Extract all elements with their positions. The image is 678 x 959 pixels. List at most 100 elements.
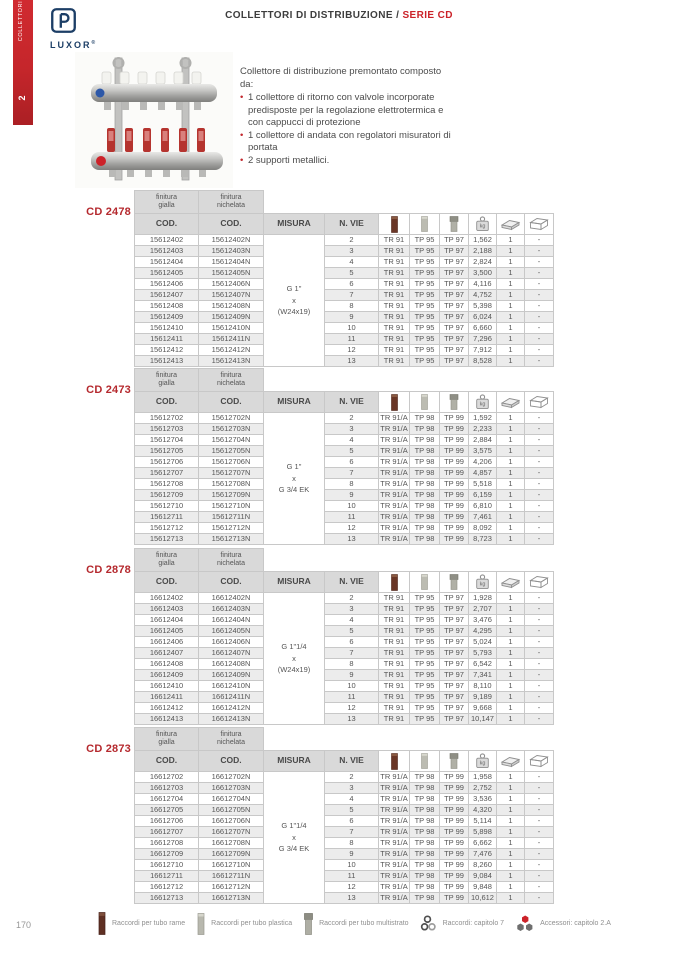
accessories-cell: - bbox=[524, 837, 554, 849]
product-table-cd2873: finitura gialla finitura nichelata COD. CO… bbox=[134, 727, 554, 904]
cod-gialla-cell: 16612711 bbox=[134, 870, 199, 882]
fitting-code-cell: TP 95 bbox=[409, 669, 440, 681]
fitting-code-cell: TP 98 bbox=[409, 522, 440, 534]
weight-kg-cell: 2,188 bbox=[468, 245, 497, 257]
fitting-code-cell: TR 91/A bbox=[378, 870, 410, 882]
fitting-code-cell: TR 91/A bbox=[378, 412, 410, 424]
weight-kg-cell: 5,398 bbox=[468, 300, 497, 312]
fitting-code-cell: TR 91/A bbox=[378, 848, 410, 860]
weight-kg-cell: 6,542 bbox=[468, 658, 497, 670]
fitting-code-cell: TP 97 bbox=[439, 702, 469, 714]
n-vie-cell: 7 bbox=[324, 826, 379, 838]
cod-gialla-cell: 15612703 bbox=[134, 423, 199, 435]
n-vie-cell: 5 bbox=[324, 625, 379, 637]
cod-nichelata-cell: 15612408N bbox=[198, 300, 264, 312]
cod-gialla-cell: 15612405 bbox=[134, 267, 199, 279]
cod-gialla-cell: 16612710 bbox=[134, 859, 199, 871]
multilayer-tube-icon bbox=[439, 213, 469, 235]
fitting-code-cell: TP 99 bbox=[439, 892, 469, 904]
finitura-header-row: finitura gialla finitura nichelata bbox=[134, 368, 554, 392]
fitting-code-cell: TP 99 bbox=[439, 467, 469, 479]
n-vie-cell: 5 bbox=[324, 267, 379, 279]
table-row: 15612405 15612405N 5 TR 91 TP 95 TP 97 3,500 1- bbox=[134, 267, 554, 279]
accessories-cell: - bbox=[524, 892, 554, 904]
n-vie-cell: 2 bbox=[324, 234, 379, 246]
n-vie-cell: 13 bbox=[324, 533, 379, 545]
page-title-series: SERIE CD bbox=[402, 10, 453, 21]
legend-label: Raccordi per tubo rame bbox=[112, 920, 186, 927]
fitting-code-cell: TR 91 bbox=[378, 614, 410, 626]
table-row: 15612404 15612404N 4 TR 91 TP 95 TP 97 2,824 1- bbox=[134, 256, 554, 268]
table-row: 16612412 16612412N 12 TR 91 TP 95 TP 97 9,668 1… bbox=[134, 702, 554, 714]
multilayer-tube-icon bbox=[439, 750, 469, 772]
package-qty-cell: 1 bbox=[496, 815, 525, 827]
accessories-cell: - bbox=[524, 522, 554, 534]
cod-gialla-cell: 16612405 bbox=[134, 625, 199, 637]
fitting-code-cell: TP 95 bbox=[409, 658, 440, 670]
accessories-cell: - bbox=[524, 311, 554, 323]
n-vie-cell: 9 bbox=[324, 489, 379, 501]
fitting-code-cell: TP 99 bbox=[439, 511, 469, 523]
cod-gialla-cell: 16612704 bbox=[134, 793, 199, 805]
weight-kg-cell: 9,189 bbox=[468, 691, 497, 703]
fitting-code-cell: TP 99 bbox=[439, 870, 469, 882]
cod-nichelata-cell: 16612706N bbox=[198, 815, 264, 827]
fitting-code-cell: TP 97 bbox=[439, 300, 469, 312]
weight-kg-cell: 8,110 bbox=[468, 680, 497, 692]
weight-kg-cell: 2,884 bbox=[468, 434, 497, 446]
n-vie-cell: 11 bbox=[324, 511, 379, 523]
package-qty-cell: 1 bbox=[496, 870, 525, 882]
cod-nichelata-cell: 15612413N bbox=[198, 355, 264, 367]
fitting-code-cell: TP 98 bbox=[409, 423, 440, 435]
cod-gialla-cell: 15612409 bbox=[134, 311, 199, 323]
weight-kg-cell: 3,476 bbox=[468, 614, 497, 626]
package-qty-cell: 1 bbox=[496, 311, 525, 323]
fitting-code-cell: TP 95 bbox=[409, 636, 440, 648]
weight-kg-cell: 6,810 bbox=[468, 500, 497, 512]
description-bullet: 1 collettore di ritorno con valvole inco… bbox=[240, 92, 455, 130]
accessories-cell: - bbox=[524, 256, 554, 268]
package-qty-cell: 1 bbox=[496, 603, 525, 615]
fitting-code-cell: TR 91/A bbox=[378, 859, 410, 871]
cod-gialla-cell: 16612703 bbox=[134, 782, 199, 794]
table-row: 16612707 16612707N 7 TR 91/A TP 98 TP 99 5,898… bbox=[134, 826, 554, 838]
package-qty-cell: 1 bbox=[496, 234, 525, 246]
package-qty-cell: 1 bbox=[496, 289, 525, 301]
table-row: 16612406 16612406N 6 TR 91 TP 95 TP 97 5,024 1- bbox=[134, 636, 554, 648]
fitting-code-cell: TP 97 bbox=[439, 289, 469, 301]
multilayer-tube-icon bbox=[303, 912, 314, 935]
page-number: 170 bbox=[16, 920, 32, 930]
accessories-cell: - bbox=[524, 278, 554, 290]
legend-label: Raccordi per tubo plastica bbox=[211, 920, 293, 927]
fitting-code-cell: TR 91/A bbox=[378, 423, 410, 435]
fitting-code-cell: TP 98 bbox=[409, 511, 440, 523]
table-row: 15612709 15612709N 9 TR 91/A TP 98 TP 99 6,159… bbox=[134, 489, 554, 501]
fitting-code-cell: TP 98 bbox=[409, 815, 440, 827]
cod-nichelata-cell: 15612409N bbox=[198, 311, 264, 323]
package-qty-cell: 1 bbox=[496, 691, 525, 703]
weight-kg-cell: 1,562 bbox=[468, 234, 497, 246]
fitting-code-cell: TP 99 bbox=[439, 804, 469, 816]
accessories-cell: - bbox=[524, 533, 554, 545]
cod-nichelata-cell: 16612408N bbox=[198, 658, 264, 670]
table-row: 15612702 15612702N G 1" x G 3/4 EK 2 TR 91/A TP… bbox=[134, 412, 554, 545]
cod-nichelata-cell: 16612410N bbox=[198, 680, 264, 692]
n-vie-cell: 4 bbox=[324, 614, 379, 626]
column-header-row: COD. COD. MISURA N. VIE kg bbox=[134, 571, 554, 593]
fitting-code-cell: TP 99 bbox=[439, 478, 469, 490]
spec-table: finitura gialla finitura nichelata COD. CO… bbox=[134, 190, 554, 367]
n-vie-cell: 12 bbox=[324, 522, 379, 534]
plastic-tube-icon bbox=[409, 750, 440, 772]
product-table-cd2878: finitura gialla finitura nichelata COD. CO… bbox=[134, 548, 554, 725]
fitting-code-cell: TP 95 bbox=[409, 702, 440, 714]
accessories-cell: - bbox=[524, 344, 554, 356]
weight-kg-cell: 9,668 bbox=[468, 702, 497, 714]
package-qty-cell: 1 bbox=[496, 355, 525, 367]
table-row: 16612410 16612410N 10 TR 91 TP 95 TP 97 8,110 1… bbox=[134, 680, 554, 692]
n-vie-cell: 7 bbox=[324, 289, 379, 301]
weight-kg-cell: 5,793 bbox=[468, 647, 497, 659]
accessories-cell: - bbox=[524, 669, 554, 681]
fitting-code-cell: TP 98 bbox=[409, 456, 440, 468]
n-vie-cell: 6 bbox=[324, 456, 379, 468]
